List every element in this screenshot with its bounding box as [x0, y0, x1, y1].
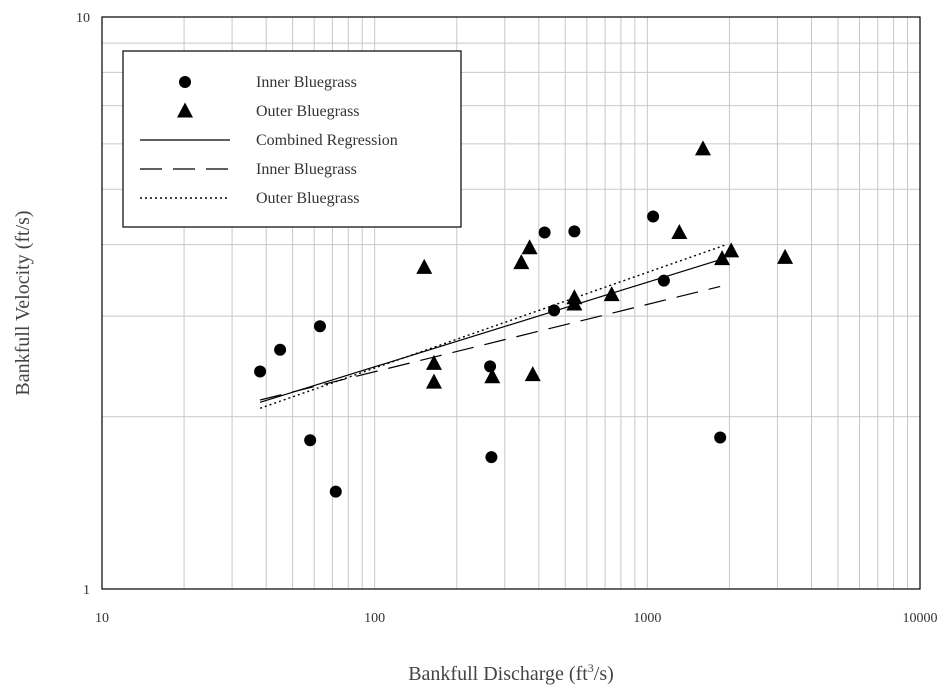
x-tick-label: 1000 — [633, 611, 661, 626]
y-tick-label: 1 — [83, 583, 90, 598]
data-point-circle — [714, 431, 727, 444]
x-axis-title: Bankfull Discharge (ft3/s) — [408, 661, 614, 685]
plot-series — [254, 140, 794, 498]
data-point-triangle — [513, 254, 530, 270]
data-point-circle — [274, 343, 287, 356]
data-point-triangle — [425, 373, 442, 389]
legend-swatch-triangle — [177, 102, 193, 118]
data-point-circle — [548, 304, 561, 317]
data-point-circle — [657, 274, 670, 287]
x-axis-title-text: Bankfull Discharge (ft — [408, 663, 588, 685]
legend-swatch-circle — [179, 76, 191, 88]
data-point-triangle — [524, 366, 541, 382]
x-axis-title-superscript: 3 — [588, 661, 594, 675]
data-point-triangle — [714, 250, 731, 266]
data-point-triangle — [425, 354, 442, 370]
x-tick-label: 100 — [364, 611, 385, 626]
x-tick-label: 10 — [95, 611, 109, 626]
data-point-circle — [329, 485, 342, 498]
plot-area-frame — [101, 16, 921, 590]
data-point-triangle — [416, 258, 433, 274]
data-point-triangle — [671, 224, 688, 240]
data-point-circle — [485, 451, 498, 464]
data-point-triangle — [694, 140, 711, 156]
legend-label: Inner Bluegrass — [256, 74, 357, 91]
data-point-circle — [313, 320, 326, 333]
data-point-triangle — [777, 248, 794, 264]
axis-tick-labels: 10 100 1000 10000 1 10 — [76, 11, 938, 626]
y-axis-title: Bankfull Velocity (ft/s) — [12, 210, 34, 395]
data-point-circle — [568, 225, 581, 238]
legend-label: Inner Bluegrass — [256, 161, 357, 178]
data-point-circle — [647, 210, 660, 223]
data-point-circle — [254, 365, 267, 378]
x-axis-title-suffix: /s) — [594, 663, 614, 685]
data-point-circle — [484, 360, 497, 373]
legend-label: Outer Bluegrass — [256, 190, 360, 207]
data-point-circle — [538, 226, 551, 239]
data-point-triangle — [484, 368, 501, 384]
legend-label: Outer Bluegrass — [256, 103, 360, 120]
regression-line-dotted — [259, 243, 727, 409]
data-point-triangle — [521, 239, 538, 255]
legend: Inner Bluegrass Outer Bluegrass Combined R… — [122, 50, 462, 228]
x-tick-label: 10000 — [903, 611, 938, 626]
data-point-triangle — [723, 242, 740, 258]
legend-label: Combined Regression — [256, 132, 398, 149]
data-point-triangle — [566, 289, 583, 305]
data-point-circle — [304, 434, 317, 447]
regression-line-solid — [259, 258, 724, 403]
y-tick-label: 10 — [76, 11, 90, 26]
